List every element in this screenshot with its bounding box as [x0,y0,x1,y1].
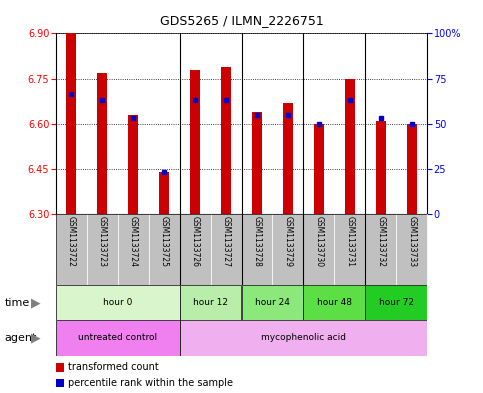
Bar [117,214,149,285]
Bar [180,320,427,356]
Bar [86,214,117,285]
Text: GSM1133727: GSM1133727 [222,216,230,267]
Bar [344,79,355,214]
Bar [242,214,272,285]
Bar [242,285,303,320]
Text: GSM1133729: GSM1133729 [284,216,293,267]
Bar [190,70,200,214]
Bar [56,320,180,356]
Bar [211,214,242,285]
Text: GSM1133732: GSM1133732 [376,216,385,267]
Text: GDS5265 / ILMN_2226751: GDS5265 / ILMN_2226751 [159,14,324,27]
Bar [158,172,170,214]
Bar [180,214,211,285]
Text: hour 48: hour 48 [317,298,352,307]
Bar [366,214,397,285]
Bar [252,112,262,214]
Bar [334,214,366,285]
Bar [303,214,334,285]
Bar [303,285,366,320]
Text: GSM1133724: GSM1133724 [128,216,138,267]
Bar [97,73,107,214]
Text: GSM1133728: GSM1133728 [253,216,261,267]
Bar [272,214,303,285]
Text: GSM1133722: GSM1133722 [67,216,75,267]
Text: GSM1133725: GSM1133725 [159,216,169,267]
Bar [180,285,242,320]
Bar [283,103,293,214]
Text: hour 72: hour 72 [379,298,414,307]
Text: GSM1133733: GSM1133733 [408,216,416,267]
Bar [221,66,231,214]
Bar [313,124,325,214]
Text: hour 12: hour 12 [193,298,228,307]
Text: transformed count: transformed count [68,362,158,373]
Bar [66,33,76,214]
Text: time: time [5,298,30,308]
Bar [128,115,139,214]
Text: untreated control: untreated control [78,334,157,342]
Text: hour 24: hour 24 [255,298,290,307]
Text: ▶: ▶ [31,296,41,309]
Text: percentile rank within the sample: percentile rank within the sample [68,378,233,388]
Text: mycophenolic acid: mycophenolic acid [261,334,346,342]
Bar [56,214,86,285]
Text: agent: agent [5,333,37,343]
Text: GSM1133730: GSM1133730 [314,216,324,267]
Text: hour 0: hour 0 [103,298,132,307]
Bar [376,121,386,214]
Text: GSM1133726: GSM1133726 [190,216,199,267]
Bar [366,285,427,320]
Text: ▶: ▶ [31,331,41,345]
Bar [56,285,180,320]
Bar [397,214,427,285]
Text: GSM1133731: GSM1133731 [345,216,355,267]
Text: GSM1133723: GSM1133723 [98,216,107,267]
Bar [407,124,417,214]
Bar [149,214,180,285]
